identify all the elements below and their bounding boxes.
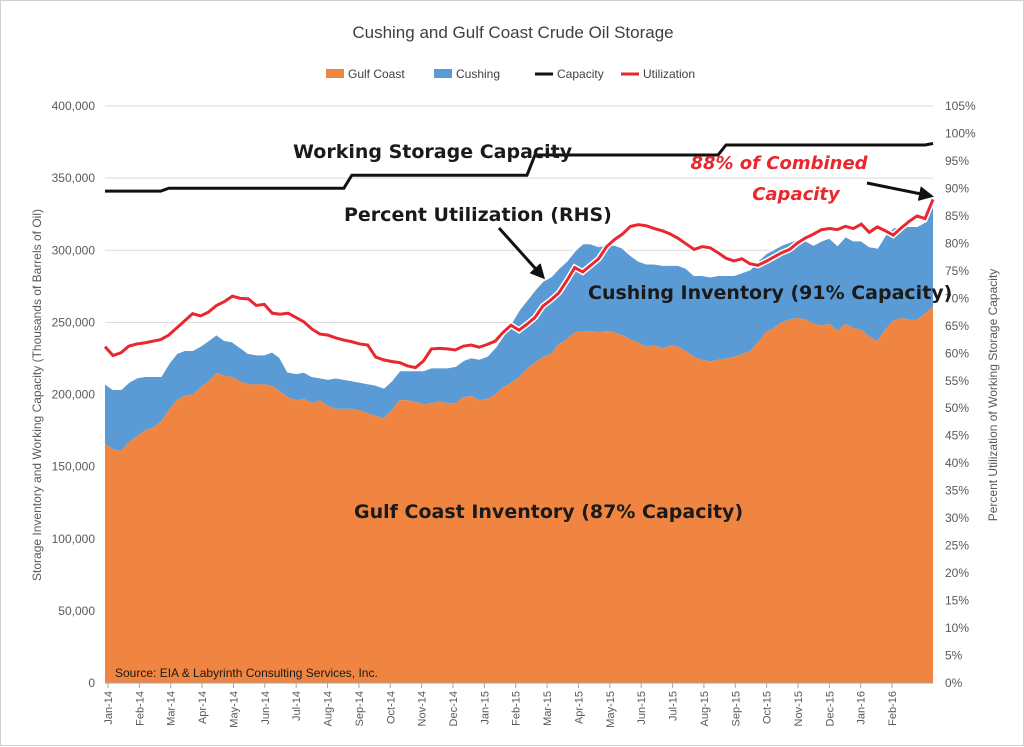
x-tick-label: Jun-14: [260, 691, 272, 725]
y2-tick-label: 20%: [945, 566, 969, 580]
y2-tick-label: 65%: [945, 319, 969, 333]
y-tick-label: 0: [88, 676, 95, 690]
y-axis-label: Storage Inventory and Working Capacity (…: [30, 209, 44, 581]
y2-tick-label: 35%: [945, 484, 969, 498]
x-tick-label: Dec-14: [448, 691, 460, 726]
y2-tick-label: 50%: [945, 401, 969, 415]
legend-swatch: [326, 69, 344, 78]
y2-tick-label: 90%: [945, 181, 969, 195]
annotation-text: Working Storage Capacity: [293, 141, 573, 163]
legend-item: Cushing: [434, 67, 500, 81]
annotation-text: Gulf Coast Inventory (87% Capacity): [354, 501, 743, 523]
y2-axis-label: Percent Utilization of Working Storage C…: [986, 269, 1000, 522]
x-tick-label: Jul-15: [668, 691, 680, 721]
x-tick-label: Jul-14: [291, 691, 303, 721]
x-tick-label: Feb-16: [887, 691, 899, 726]
x-tick-label: Oct-14: [385, 691, 397, 724]
capacity-arrow: [866, 181, 934, 201]
y2-tick-label: 55%: [945, 374, 969, 388]
x-tick-label: Aug-14: [323, 691, 335, 726]
utilization-line: [103, 198, 935, 370]
y2-tick-label: 45%: [945, 429, 969, 443]
x-tick-label: Oct-15: [762, 691, 774, 724]
y2-tick-label: 15%: [945, 594, 969, 608]
legend-label: Gulf Coast: [348, 67, 405, 81]
y2-tick-label: 80%: [945, 236, 969, 250]
y2-tick-label: 105%: [945, 99, 976, 113]
y-tick-label: 250,000: [52, 315, 96, 329]
y-tick-label: 150,000: [52, 460, 96, 474]
legend-item: Gulf Coast: [326, 67, 405, 81]
legend-label: Utilization: [643, 67, 695, 81]
x-tick-label: May-14: [228, 691, 240, 728]
x-tick-label: Nov-14: [417, 691, 429, 726]
x-tick-label: Jun-15: [636, 691, 648, 725]
y2-tick-label: 40%: [945, 456, 969, 470]
y2-tick-label: 25%: [945, 539, 969, 553]
y2-tick-label: 75%: [945, 264, 969, 278]
x-tick-label: Feb-14: [134, 691, 146, 726]
x-tick-label: Sep-15: [730, 691, 742, 726]
y2-tick-label: 5%: [945, 649, 963, 663]
x-tick-label: Feb-15: [511, 691, 523, 726]
y2-tick-label: 30%: [945, 511, 969, 525]
y-tick-label: 200,000: [52, 388, 96, 402]
legend-item: Utilization: [621, 67, 695, 81]
y2-tick-label: 85%: [945, 209, 969, 223]
y2-tick-label: 100%: [945, 126, 976, 140]
x-tick-label: Jan-15: [479, 691, 491, 725]
annotation-text: Percent Utilization (RHS): [344, 204, 612, 226]
x-tick-label: Apr-15: [573, 691, 585, 724]
axes: 0 50,000 100,000 150,000 200,000 250,000 300,0…: [52, 99, 976, 728]
x-tick-label: Sep-14: [354, 691, 366, 726]
source-note: Source: EIA & Labyrinth Consulting Servi…: [115, 666, 378, 680]
x-tick-label: Apr-14: [197, 691, 209, 724]
y2-tick-label: 0%: [945, 676, 963, 690]
x-tick-label: May-15: [605, 691, 617, 728]
y-tick-label: 350,000: [52, 171, 96, 185]
annotations: Working Storage Capacity Percent Utilizat…: [293, 141, 952, 523]
y-tick-label: 400,000: [52, 99, 96, 113]
cushing-top-edge: [104, 202, 935, 390]
legend-label: Capacity: [557, 67, 604, 81]
annotation-text: Cushing Inventory (91% Capacity): [588, 282, 952, 304]
x-tick-label: Mar-14: [166, 691, 178, 726]
x-tick-label: Jan-14: [103, 691, 115, 725]
y2-tick-label: 10%: [945, 621, 969, 635]
y-tick-label: 300,000: [52, 243, 96, 257]
x-tick-label: Nov-15: [793, 691, 805, 726]
utilization-arrow: [497, 226, 546, 280]
annotation-text: Capacity: [752, 184, 841, 205]
y-tick-label: 100,000: [52, 532, 96, 546]
x-tick-label: Dec-15: [824, 691, 836, 726]
x-tick-label: Jan-16: [856, 691, 868, 725]
y-tick-label: 50,000: [58, 604, 95, 618]
chart-title: Cushing and Gulf Coast Crude Oil Storage: [352, 23, 673, 42]
legend-swatch: [434, 69, 452, 78]
gulf-coast-area: [105, 306, 933, 683]
line-series: [102, 142, 936, 390]
capacity-line: [105, 142, 934, 193]
legend: Gulf Coast Cushing Capacity Utilization: [326, 67, 695, 81]
legend-label: Cushing: [456, 67, 500, 81]
annotation-text: 88% of Combined: [690, 153, 868, 174]
x-tick-label: Aug-15: [699, 691, 711, 726]
area-series: [105, 202, 933, 683]
y2-tick-label: 95%: [945, 154, 969, 168]
y2-tick-label: 60%: [945, 346, 969, 360]
legend-item: Capacity: [535, 67, 604, 81]
x-tick-label: Mar-15: [542, 691, 554, 726]
y2-tick-label: 70%: [945, 291, 969, 305]
